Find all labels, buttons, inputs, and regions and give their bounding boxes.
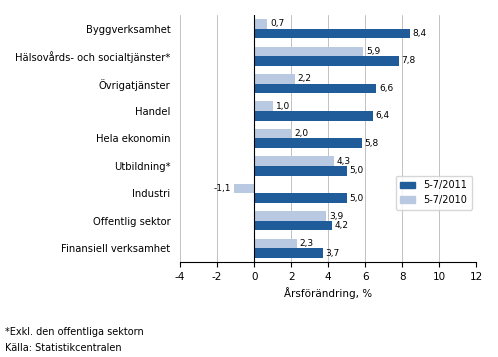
Bar [254, 238, 297, 248]
Bar [254, 129, 291, 139]
Legend: 5-7/2011, 5-7/2010: 5-7/2011, 5-7/2010 [395, 176, 472, 210]
Text: 2,0: 2,0 [294, 129, 308, 138]
Bar [254, 166, 347, 176]
Bar [254, 193, 347, 203]
Bar [254, 29, 410, 38]
Bar [254, 111, 373, 121]
Bar [254, 221, 332, 230]
Text: 6,4: 6,4 [375, 111, 389, 120]
Bar [234, 184, 254, 193]
Bar [254, 19, 267, 29]
Bar [254, 74, 295, 84]
Text: 3,7: 3,7 [326, 248, 340, 257]
Text: 2,2: 2,2 [298, 74, 312, 83]
Text: 5,8: 5,8 [365, 139, 378, 148]
Text: 1,0: 1,0 [275, 102, 290, 111]
Text: Källa: Statistikcentralen: Källa: Statistikcentralen [5, 343, 122, 353]
Bar [254, 101, 273, 111]
Bar [254, 56, 398, 66]
Text: 4,2: 4,2 [335, 221, 349, 230]
Text: -1,1: -1,1 [214, 184, 231, 193]
Text: *Exkl. den offentliga sektorn: *Exkl. den offentliga sektorn [5, 327, 144, 337]
X-axis label: Årsförändring, %: Årsförändring, % [284, 287, 373, 299]
Text: 3,9: 3,9 [329, 211, 344, 221]
Text: 7,8: 7,8 [401, 56, 416, 65]
Text: 8,4: 8,4 [412, 29, 427, 38]
Bar [254, 46, 364, 56]
Bar [254, 84, 376, 93]
Text: 2,3: 2,3 [299, 239, 314, 248]
Text: 5,9: 5,9 [366, 47, 380, 56]
Bar [254, 156, 334, 166]
Text: 6,6: 6,6 [379, 84, 393, 93]
Text: 5,0: 5,0 [350, 166, 364, 175]
Text: 4,3: 4,3 [337, 157, 351, 166]
Bar [254, 248, 323, 258]
Bar [254, 139, 362, 148]
Bar [254, 211, 326, 221]
Text: 0,7: 0,7 [270, 19, 284, 29]
Text: 5,0: 5,0 [350, 194, 364, 203]
